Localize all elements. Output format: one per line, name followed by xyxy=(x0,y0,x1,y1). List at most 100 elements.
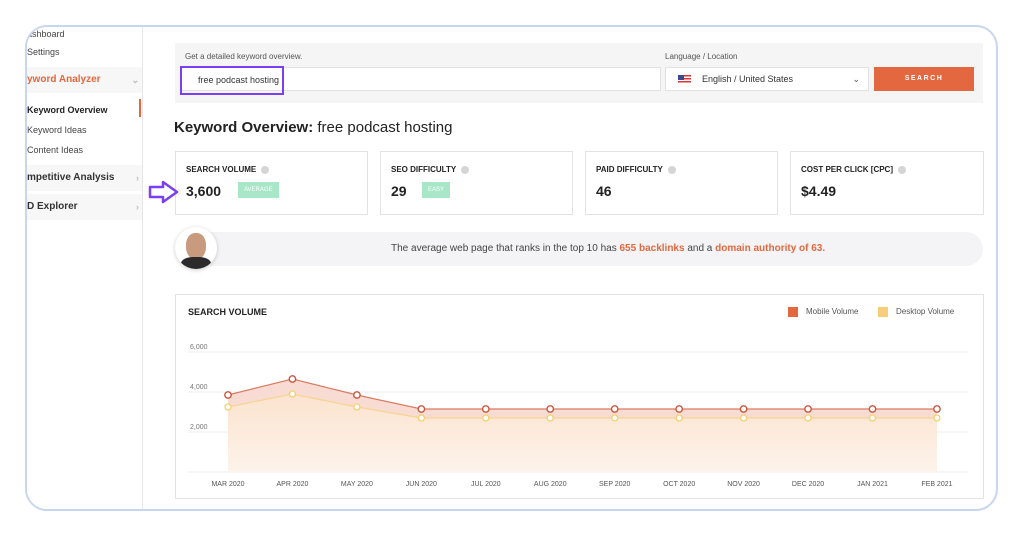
desktop-point xyxy=(224,403,232,411)
difficulty-badge: EASY xyxy=(422,182,451,198)
desktop-point xyxy=(933,414,941,422)
mobile-point xyxy=(675,405,684,413)
group-label: mpetitive Analysis xyxy=(27,172,115,183)
x-tick-label: SEP 2020 xyxy=(599,481,631,488)
sidebar-item-dashboard[interactable]: ashboard xyxy=(27,29,65,39)
sidebar-item-keyword-overview[interactable]: Keyword Overview xyxy=(27,105,108,115)
search-label: Get a detailed keyword overview. xyxy=(185,52,303,61)
mobile-point xyxy=(610,405,619,413)
x-tick-label: FEB 2021 xyxy=(921,481,952,488)
card-title: SEO DIFFICULTY xyxy=(391,165,470,174)
desktop-point xyxy=(482,414,490,422)
mobile-point xyxy=(417,405,426,413)
help-icon[interactable] xyxy=(261,165,270,174)
chevron-down-icon: ⌄ xyxy=(852,74,860,84)
difficulty-badge: AVERAGE xyxy=(238,182,279,198)
insight-banner: The average web page that ranks in the t… xyxy=(175,232,983,266)
sidebar-item-keyword-ideas[interactable]: Keyword Ideas xyxy=(27,125,87,135)
mobile-point xyxy=(739,405,748,413)
sidebar-group-keyword-analyzer[interactable]: yword Analyzer ⌄ xyxy=(27,67,142,93)
desktop-point xyxy=(546,414,554,422)
insight-text: The average web page that ranks in the t… xyxy=(391,243,826,254)
card-paid-difficulty: PAID DIFFICULTY 46 xyxy=(585,151,778,215)
mobile-point xyxy=(804,405,812,413)
chevron-right-icon: › xyxy=(136,202,139,212)
search-bar: Get a detailed keyword overview. free po… xyxy=(175,43,983,103)
x-tick-label: APR 2020 xyxy=(276,481,308,488)
sidebar-group-explorer[interactable]: D Explorer › xyxy=(27,194,142,220)
card-title: COST PER CLICK [CPC] xyxy=(801,165,906,174)
language-label: Language / Location xyxy=(665,52,738,61)
arrow-right-icon xyxy=(148,180,179,204)
search-button[interactable]: SEARCH xyxy=(874,67,974,91)
card-value: $4.49 xyxy=(801,183,837,199)
mobile-point xyxy=(288,375,297,383)
desktop-point xyxy=(868,414,877,422)
sidebar-item-content-ideas[interactable]: Content Ideas xyxy=(27,145,84,155)
y-tick-label: 2,000 xyxy=(190,424,208,431)
x-tick-label: MAY 2020 xyxy=(341,481,373,488)
sidebar-group-competitive-analysis[interactable]: mpetitive Analysis › xyxy=(27,165,142,191)
title-label: Keyword Overview: xyxy=(174,119,314,136)
desktop-point xyxy=(675,414,683,422)
mobile-line xyxy=(227,378,937,410)
app-frame: ashboard Settings yword Analyzer ⌄ Keywor… xyxy=(25,25,998,511)
help-icon[interactable] xyxy=(667,165,676,174)
mobile-point xyxy=(481,405,490,413)
desktop-point xyxy=(353,403,361,411)
legend-desktop: Desktop Volume xyxy=(878,307,954,317)
domain-authority-value: domain authority of 63. xyxy=(715,243,826,254)
x-tick-label: JUL 2020 xyxy=(471,481,501,488)
card-seo-difficulty: SEO DIFFICULTY 29 EASY xyxy=(380,151,573,215)
card-value: 46 xyxy=(596,183,612,199)
mobile-point xyxy=(352,391,361,399)
chevron-right-icon: › xyxy=(136,173,139,183)
language-value: English / United States xyxy=(702,74,794,84)
avatar xyxy=(175,227,217,269)
x-tick-label: NOV 2020 xyxy=(727,481,760,488)
chevron-down-icon: ⌄ xyxy=(131,75,139,85)
legend-swatch xyxy=(788,307,798,317)
x-tick-label: JAN 2021 xyxy=(857,481,888,488)
desktop-point xyxy=(611,414,619,422)
desktop-point xyxy=(288,390,297,398)
chart-svg: 2,000 4,000 6,000 MAR 2020 APR 2020 MAY 2020 J… xyxy=(188,344,968,488)
desktop-point xyxy=(804,414,812,422)
mobile-point xyxy=(224,391,232,399)
keyword-input[interactable] xyxy=(181,67,661,91)
title-keyword: free podcast hosting xyxy=(317,119,453,136)
mobile-point xyxy=(933,405,941,413)
card-title: PAID DIFFICULTY xyxy=(596,165,676,174)
sidebar-item-settings[interactable]: Settings xyxy=(27,47,60,57)
group-label: D Explorer xyxy=(27,201,78,212)
desktop-point xyxy=(417,414,426,422)
desktop-line xyxy=(227,393,937,419)
card-title: SEARCH VOLUME xyxy=(186,165,270,174)
desktop-area xyxy=(228,394,937,472)
card-value: 3,600 xyxy=(186,183,222,199)
help-icon[interactable] xyxy=(461,165,470,174)
group-label: yword Analyzer xyxy=(27,74,101,85)
card-value: 29 xyxy=(391,183,407,199)
mobile-point xyxy=(868,405,877,413)
x-tick-label: OCT 2020 xyxy=(663,481,695,488)
language-select[interactable]: English / United States ⌄ xyxy=(665,67,869,91)
card-search-volume: SEARCH VOLUME 3,600 AVERAGE xyxy=(175,151,368,215)
y-tick-label: 6,000 xyxy=(190,344,208,351)
legend-mobile: Mobile Volume xyxy=(788,307,858,317)
backlinks-value: 655 backlinks xyxy=(619,243,685,254)
x-tick-label: MAR 2020 xyxy=(211,481,244,488)
us-flag-icon xyxy=(678,75,691,84)
help-icon[interactable] xyxy=(898,165,906,174)
x-tick-label: DEC 2020 xyxy=(792,481,824,488)
legend-swatch xyxy=(878,307,888,317)
sidebar: ashboard Settings yword Analyzer ⌄ Keywor… xyxy=(27,27,143,509)
page-title: Keyword Overview: free podcast hosting xyxy=(174,119,452,136)
keyword-input-value[interactable]: free podcast hosting xyxy=(180,66,284,95)
card-cpc: COST PER CLICK [CPC] $4.49 xyxy=(790,151,984,215)
search-volume-chart: SEARCH VOLUME Mobile Volume Desktop Volu… xyxy=(175,294,984,499)
x-tick-label: JUN 2020 xyxy=(406,481,437,488)
x-tick-label: AUG 2020 xyxy=(534,481,567,488)
active-indicator xyxy=(139,99,141,117)
desktop-point xyxy=(739,414,748,422)
